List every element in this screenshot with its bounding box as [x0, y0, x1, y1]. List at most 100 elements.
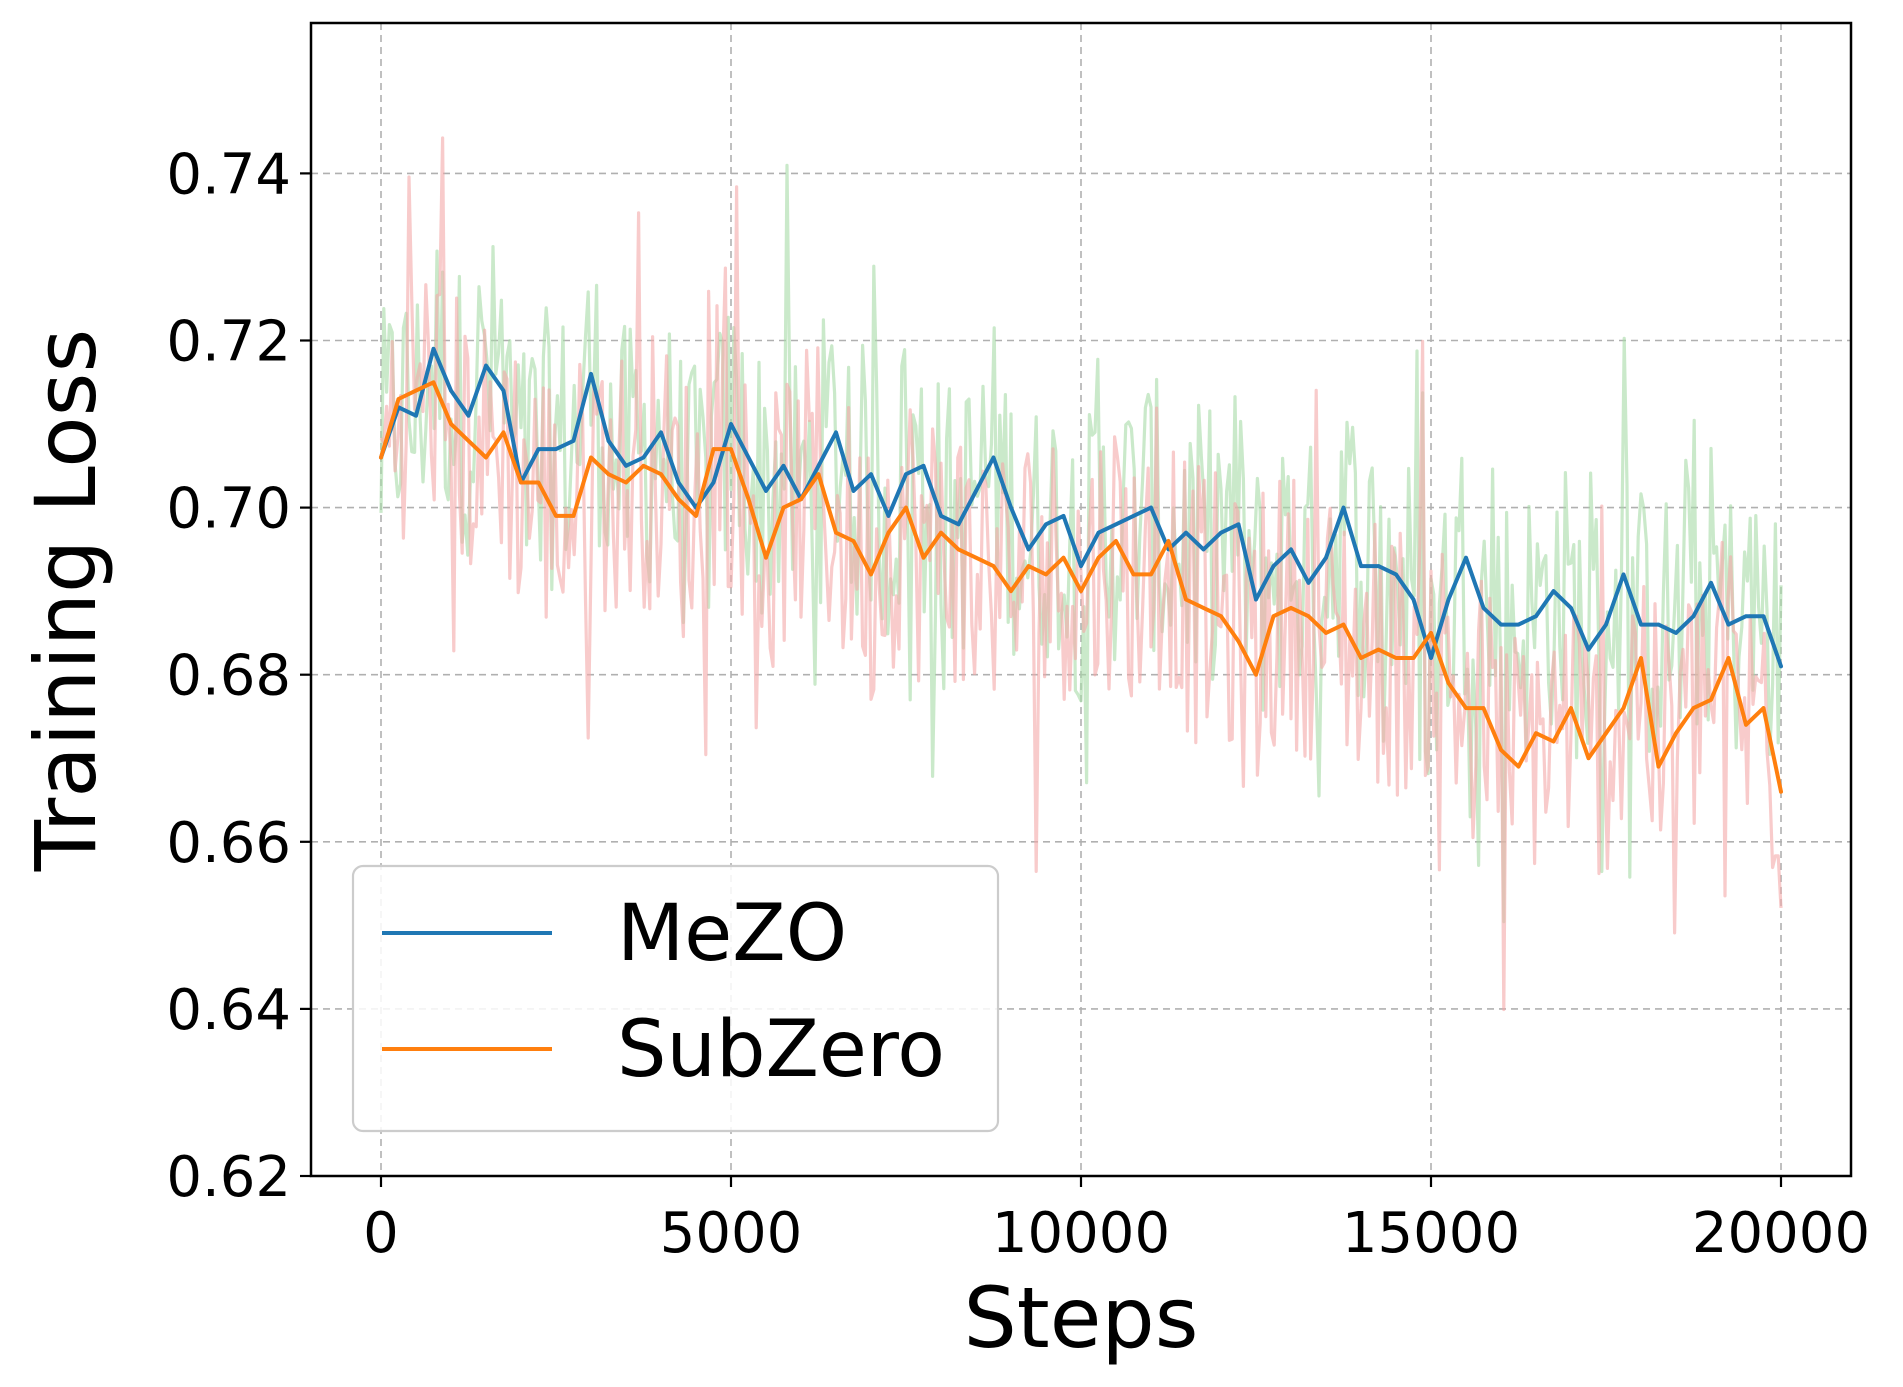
data-point-subzero [1044, 572, 1048, 577]
data-point-subzero [554, 514, 558, 518]
data-point-mezo [1201, 547, 1206, 552]
axis-ticks: 0 5000 10000 15000 20000 0.62 0.64 0.66 0.68 0.70… [166, 142, 1870, 1266]
data-point-subzero [921, 555, 926, 560]
data-point-subzero [1236, 639, 1241, 644]
data-point-mezo [1604, 622, 1608, 627]
y-axis-title: Training Loss [17, 329, 115, 872]
data-point-mezo [1446, 597, 1451, 602]
data-point-mezo [974, 489, 978, 493]
x-tick-label: 10000 [992, 1201, 1170, 1266]
data-point-mezo [1534, 614, 1538, 618]
data-point-subzero [956, 547, 961, 552]
data-point-mezo [1551, 589, 1556, 593]
data-point-mezo [1114, 522, 1118, 527]
data-point-subzero [1114, 539, 1118, 543]
data-point-mezo [571, 439, 576, 443]
data-point-subzero [1674, 731, 1678, 735]
data-point-subzero [449, 422, 453, 426]
data-point-subzero [484, 455, 488, 460]
data-point-subzero [1026, 564, 1031, 568]
data-point-mezo [624, 464, 628, 468]
data-point-subzero [589, 455, 593, 460]
data-point-mezo [1061, 514, 1066, 518]
data-point-subzero [764, 555, 768, 560]
data-point-mezo [1429, 656, 1433, 660]
data-point-subzero [974, 555, 978, 560]
data-point-mezo [991, 455, 996, 460]
data-point-subzero [1096, 555, 1101, 560]
data-point-subzero [711, 447, 716, 451]
data-point-mezo [764, 489, 768, 493]
data-point-subzero [641, 464, 646, 468]
data-point-subzero [1691, 706, 1696, 710]
data-point-subzero [1481, 706, 1486, 710]
y-tick-label: 0.64 [166, 978, 291, 1043]
data-point-mezo [1026, 547, 1031, 552]
data-point-subzero [886, 530, 891, 535]
data-point-subzero [1411, 656, 1416, 660]
data-point-subzero [799, 497, 803, 502]
data-point-subzero [536, 480, 541, 485]
data-point-subzero [1639, 656, 1643, 660]
data-point-mezo [939, 514, 943, 518]
data-point-subzero [1149, 572, 1153, 577]
data-point-subzero [519, 480, 523, 485]
data-point-subzero [1009, 589, 1013, 593]
data-point-mezo [676, 480, 681, 485]
data-point-subzero [1061, 555, 1066, 560]
data-point-mezo [1586, 647, 1591, 652]
x-axis-title: Steps [963, 1269, 1198, 1367]
data-point-subzero [1569, 706, 1573, 710]
data-point-mezo [1044, 522, 1048, 527]
data-point-subzero [1709, 698, 1713, 702]
data-point-mezo [449, 388, 453, 393]
data-point-subzero [1726, 656, 1731, 660]
data-point-subzero [904, 505, 908, 510]
data-point-subzero [1271, 614, 1276, 618]
data-point-mezo [1394, 572, 1398, 577]
legend-label-mezo: MeZO [617, 889, 847, 979]
data-point-mezo [1219, 530, 1223, 535]
data-point-subzero [676, 497, 681, 502]
data-point-subzero [1744, 723, 1748, 727]
y-tick-label: 0.72 [166, 309, 291, 374]
data-point-mezo [851, 489, 856, 493]
x-tick-label: 5000 [660, 1201, 803, 1266]
data-point-mezo [536, 447, 541, 451]
x-tick-label: 0 [363, 1201, 399, 1266]
data-point-subzero [1079, 589, 1083, 593]
data-point-subzero [1219, 614, 1223, 618]
data-point-mezo [1464, 555, 1468, 560]
data-point-subzero [414, 388, 418, 393]
data-point-mezo [1149, 505, 1153, 510]
data-point-mezo [1639, 622, 1643, 627]
data-point-subzero [1429, 631, 1433, 635]
y-tick-label: 0.74 [166, 142, 291, 207]
data-point-subzero [396, 397, 401, 401]
data-point-mezo [1691, 614, 1696, 618]
data-point-subzero [1621, 706, 1626, 710]
data-point-subzero [1779, 789, 1783, 794]
data-point-mezo [1656, 622, 1661, 627]
data-point-mezo [869, 472, 873, 477]
data-point-mezo [711, 480, 716, 485]
data-point-subzero [1254, 672, 1258, 677]
data-point-mezo [1009, 505, 1013, 510]
data-point-mezo [606, 439, 611, 443]
data-point-subzero [1761, 706, 1766, 710]
data-point-subzero [1446, 681, 1451, 685]
data-point-mezo [414, 413, 418, 418]
data-point-mezo [834, 430, 838, 435]
data-point-subzero [659, 472, 663, 477]
data-point-mezo [1376, 564, 1381, 568]
data-point-subzero [1551, 739, 1556, 744]
data-point-mezo [729, 422, 733, 426]
data-point-mezo [746, 455, 751, 460]
data-point-mezo [554, 447, 558, 451]
data-point-mezo [1761, 614, 1766, 618]
y-tick-label: 0.66 [166, 811, 291, 876]
data-point-mezo [781, 464, 786, 468]
data-point-mezo [886, 514, 891, 518]
data-point-subzero [1376, 647, 1381, 652]
